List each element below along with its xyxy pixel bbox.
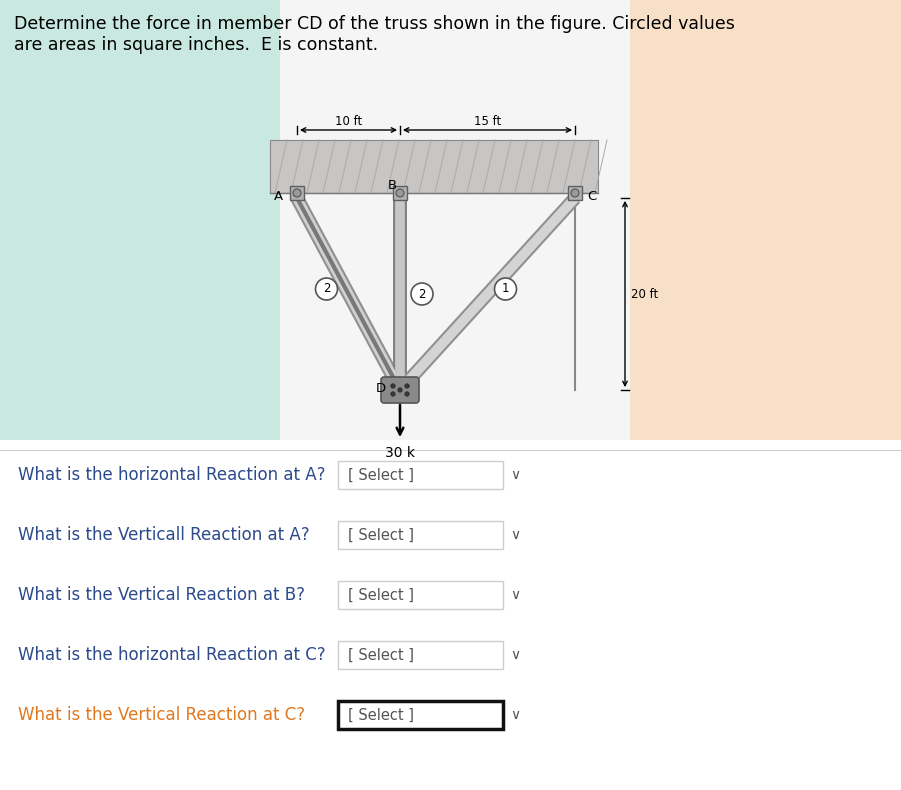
Bar (568, 186, 582, 200)
Text: A: A (274, 190, 283, 202)
Bar (280, 0, 630, 440)
Text: are areas in square inches.  E is constant.: are areas in square inches. E is constan… (14, 36, 378, 54)
Bar (290, 186, 304, 200)
Text: ∨: ∨ (510, 468, 520, 482)
FancyBboxPatch shape (381, 377, 419, 403)
FancyBboxPatch shape (338, 701, 503, 729)
Text: 2: 2 (323, 283, 331, 295)
Circle shape (315, 278, 338, 300)
Text: ∨: ∨ (510, 708, 520, 722)
Text: Determine the force in member CD of the truss shown in the figure. Circled value: Determine the force in member CD of the … (14, 15, 735, 33)
Circle shape (571, 189, 579, 197)
Circle shape (398, 388, 402, 392)
Text: What is the horizontal Reaction at A?: What is the horizontal Reaction at A? (18, 466, 325, 484)
Text: 10 ft: 10 ft (335, 115, 362, 128)
Circle shape (391, 392, 396, 397)
Text: [ Select ]: [ Select ] (348, 468, 414, 483)
Text: What is the Vertical Reaction at B?: What is the Vertical Reaction at B? (18, 586, 305, 604)
Text: 1: 1 (502, 283, 509, 295)
FancyBboxPatch shape (338, 581, 503, 609)
Text: ∨: ∨ (510, 528, 520, 542)
FancyBboxPatch shape (338, 461, 503, 489)
Text: What is the Vertical Reaction at C?: What is the Vertical Reaction at C? (18, 706, 305, 724)
Text: ∨: ∨ (510, 648, 520, 662)
Text: What is the horizontal Reaction at C?: What is the horizontal Reaction at C? (18, 646, 325, 664)
Circle shape (495, 278, 516, 300)
Bar (0, 440, 901, 790)
Circle shape (405, 384, 409, 388)
Bar (270, 140, 598, 193)
Bar (0, 0, 280, 440)
Circle shape (405, 392, 409, 397)
Text: D: D (376, 382, 386, 394)
Bar (393, 186, 407, 200)
Text: B: B (387, 179, 396, 192)
Text: 20 ft: 20 ft (631, 288, 659, 300)
FancyBboxPatch shape (338, 521, 503, 549)
Circle shape (293, 189, 301, 197)
FancyBboxPatch shape (338, 641, 503, 669)
Text: [ Select ]: [ Select ] (348, 588, 414, 603)
Text: What is the Verticall Reaction at A?: What is the Verticall Reaction at A? (18, 526, 310, 544)
Bar (630, 0, 901, 440)
Circle shape (391, 384, 396, 388)
Text: [ Select ]: [ Select ] (348, 528, 414, 543)
Text: 30 k: 30 k (385, 446, 415, 460)
Circle shape (411, 283, 433, 305)
Text: [ Select ]: [ Select ] (348, 708, 414, 723)
Text: 15 ft: 15 ft (474, 115, 501, 128)
Text: ∨: ∨ (510, 588, 520, 602)
Text: [ Select ]: [ Select ] (348, 648, 414, 663)
Text: 2: 2 (418, 288, 426, 300)
Circle shape (396, 189, 404, 197)
Text: C: C (587, 190, 596, 202)
